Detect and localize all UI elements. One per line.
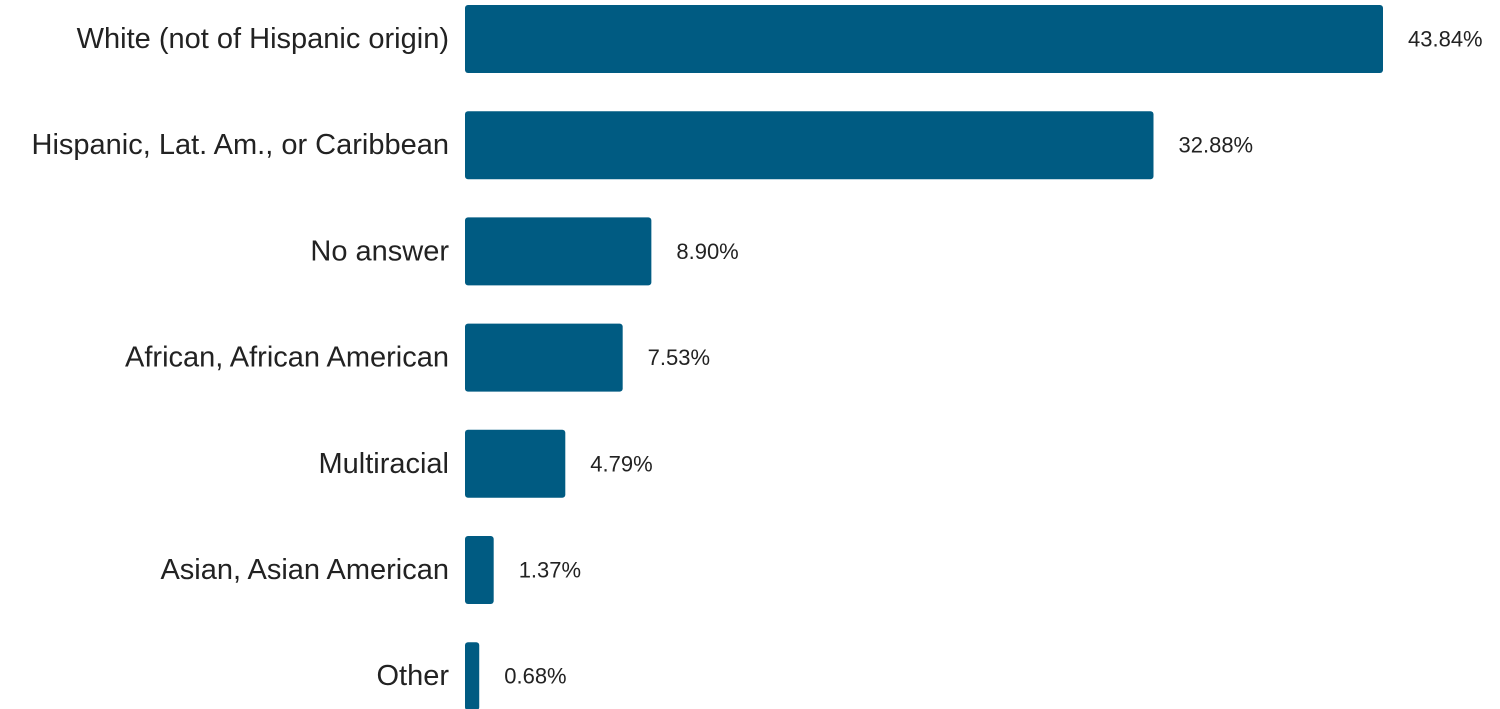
value-label-1: 32.88% bbox=[1179, 133, 1254, 158]
value-label-5: 1.37% bbox=[519, 558, 581, 583]
bar-4 bbox=[465, 429, 566, 498]
category-label-3: African, African American bbox=[125, 342, 449, 374]
bar-0 bbox=[465, 5, 1383, 73]
bar-2 bbox=[465, 217, 652, 286]
category-label-5: Asian, Asian American bbox=[160, 554, 449, 586]
bar-1 bbox=[465, 111, 1154, 180]
value-label-2: 8.90% bbox=[676, 239, 738, 264]
value-labels: 43.84% 32.88% 8.90% 7.53% 4.79% 1.37% 0.68% bbox=[504, 27, 1482, 689]
value-label-4: 4.79% bbox=[590, 451, 652, 476]
bars-layer bbox=[465, 5, 1383, 709]
value-label-0: 43.84% bbox=[1408, 27, 1483, 52]
bar-6 bbox=[465, 642, 480, 709]
category-label-2: No answer bbox=[310, 235, 449, 267]
bar-3 bbox=[465, 323, 623, 392]
value-label-3: 7.53% bbox=[648, 345, 710, 370]
category-label-4: Multiracial bbox=[318, 448, 449, 480]
category-label-1: Hispanic, Lat. Am., or Caribbean bbox=[32, 129, 449, 161]
value-label-6: 0.68% bbox=[504, 664, 566, 689]
category-label-6: Other bbox=[376, 660, 449, 692]
category-labels: White (not of Hispanic origin) Hispanic, … bbox=[32, 23, 450, 692]
bar-5 bbox=[465, 536, 494, 604]
category-label-0: White (not of Hispanic origin) bbox=[77, 23, 449, 55]
